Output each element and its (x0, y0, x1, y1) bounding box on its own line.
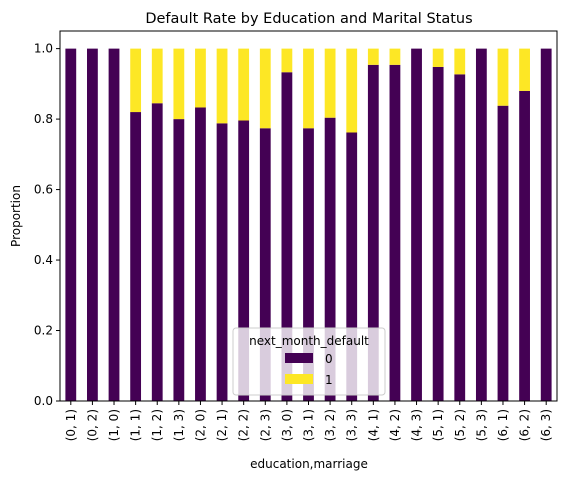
bar-segment-1-2-series-0 (151, 103, 163, 402)
bar-segment-2-3-series-1 (259, 48, 271, 129)
x-tick-label: (4, 3) (410, 409, 424, 441)
bar-segment-0-2-series-0 (87, 48, 98, 402)
bar-segment-1-2-series-1 (151, 48, 163, 104)
bar-segment-1-1-series-1 (130, 48, 142, 113)
bar-segment-2-1-series-1 (216, 48, 228, 124)
x-tick-label: (2, 3) (258, 409, 272, 441)
bar-segment-5-2-series-1 (454, 48, 466, 75)
x-tick-label: (6, 1) (496, 409, 510, 441)
bar-segment-4-3-series-0 (411, 48, 422, 402)
chart-title: Default Rate by Education and Marital St… (145, 11, 472, 27)
bar-segment-6-1-series-0 (497, 105, 509, 401)
bar-segment-2-2-series-0 (238, 120, 250, 401)
plot-frame (59, 30, 558, 402)
x-tick-label: (5, 1) (431, 409, 445, 441)
x-tick-label: (1, 1) (129, 409, 143, 441)
bar-segment-3-2-series-0 (324, 117, 336, 401)
bar-segment-2-1-series-0 (216, 123, 228, 401)
bar-segment-6-2-series-1 (519, 48, 530, 91)
x-tick-label: (4, 2) (388, 409, 402, 441)
bar-segment-3-0-series-0 (281, 72, 293, 401)
x-tick-label: (4, 1) (366, 409, 380, 441)
bars-layer (65, 48, 552, 402)
y-tick-label: 0.6 (34, 183, 53, 197)
legend-swatch-0 (285, 353, 313, 363)
bar-segment-1-1-series-0 (130, 112, 142, 402)
bar-segment-3-3-series-1 (346, 48, 358, 133)
x-tick-label: (0, 2) (85, 409, 99, 441)
bar-segment-6-2-series-0 (519, 90, 530, 402)
bar-segment-5-2-series-0 (454, 74, 466, 401)
bar-segment-1-3-series-1 (173, 48, 185, 120)
y-tick-label: 1.0 (34, 42, 53, 56)
x-tick-label: (1, 0) (107, 409, 121, 441)
y-tick-label: 0.4 (34, 253, 53, 267)
y-tick-label: 0.0 (34, 394, 53, 408)
bar-segment-2-3-series-0 (259, 128, 271, 401)
bar-segment-3-0-series-1 (281, 48, 293, 73)
bar-segment-2-2-series-1 (238, 48, 250, 121)
bar-segment-1-3-series-0 (173, 119, 185, 401)
bar-segment-5-1-series-0 (432, 66, 444, 401)
x-tick-label: (5, 3) (474, 409, 488, 441)
x-tick-label: (1, 2) (150, 409, 164, 441)
x-tick-label: (6, 3) (539, 409, 553, 441)
bar-segment-6-3-series-0 (540, 48, 552, 402)
x-axis: (0, 1) (0, 2) (1, 0) (1, 1) (1, 2) (1, 3) (2, … (64, 401, 553, 441)
x-tick-label: (6, 2) (518, 409, 532, 441)
x-tick-label: (3, 3) (345, 409, 359, 441)
bar-segment-4-2-series-1 (389, 48, 401, 65)
bar-segment-1-0-series-0 (108, 48, 120, 402)
bar-segment-2-0-series-0 (195, 107, 206, 401)
bar-segment-5-1-series-1 (432, 48, 444, 67)
bar-segment-0-1-series-0 (65, 48, 77, 402)
bar-segment-2-0-series-1 (195, 48, 206, 108)
bar-segment-4-1-series-1 (367, 48, 379, 65)
bar-segment-4-1-series-0 (367, 64, 379, 401)
x-tick-label: (0, 1) (64, 409, 78, 441)
bar-segment-3-2-series-1 (324, 48, 336, 118)
legend-title: next_month_default (249, 334, 369, 348)
legend: next_month_default 0 1 (232, 327, 386, 396)
bar-segment-3-3-series-0 (346, 132, 358, 402)
y-tick-label: 0.8 (34, 112, 53, 126)
x-tick-label: (5, 2) (453, 409, 467, 441)
x-axis-label: education,marriage (250, 457, 368, 471)
legend-swatch-1 (285, 374, 313, 384)
y-axis-label: Proportion (9, 185, 23, 247)
x-tick-label: (2, 2) (237, 409, 251, 441)
bar-segment-3-1-series-0 (303, 128, 314, 401)
x-tick-label: (3, 0) (280, 409, 294, 441)
x-tick-label: (2, 1) (215, 409, 229, 441)
bar-segment-6-1-series-1 (497, 48, 509, 106)
bar-segment-3-1-series-1 (303, 48, 314, 129)
bar-segment-4-2-series-0 (389, 64, 401, 401)
x-tick-label: (3, 1) (302, 409, 316, 441)
x-tick-label: (1, 3) (172, 409, 186, 441)
x-tick-label: (2, 0) (193, 409, 207, 441)
legend-label-1: 1 (325, 373, 333, 387)
bar-segment-5-3-series-0 (475, 48, 487, 402)
x-tick-label: (3, 2) (323, 409, 337, 441)
legend-label-0: 0 (325, 352, 333, 366)
y-axis: 0.0 0.2 0.4 0.6 0.8 1.0 (34, 42, 60, 408)
y-tick-label: 0.2 (34, 324, 53, 338)
